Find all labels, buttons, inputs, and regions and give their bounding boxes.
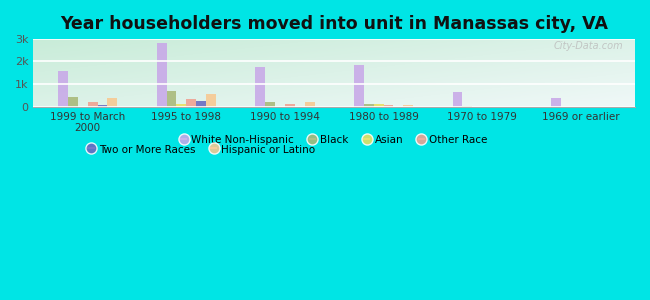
Bar — [166, 91, 176, 107]
Text: City-Data.com: City-Data.com — [553, 41, 623, 51]
Bar — [206, 94, 216, 107]
Bar — [98, 105, 107, 107]
Title: Year householders moved into unit in Manassas city, VA: Year householders moved into unit in Man… — [60, 15, 608, 33]
Bar — [187, 100, 196, 107]
Bar — [403, 105, 413, 107]
Bar — [265, 102, 275, 107]
Bar — [561, 106, 571, 107]
Bar — [58, 70, 68, 107]
Bar — [384, 105, 393, 107]
Bar — [157, 43, 166, 107]
Bar — [305, 102, 315, 107]
Bar — [462, 106, 473, 107]
Bar — [354, 65, 364, 107]
Bar — [452, 92, 462, 107]
Bar — [255, 67, 265, 107]
Bar — [196, 101, 206, 107]
Bar — [107, 98, 117, 107]
Bar — [374, 103, 383, 107]
Legend: Two or More Races, Hispanic or Latino: Two or More Races, Hispanic or Latino — [88, 144, 315, 154]
Bar — [551, 98, 561, 107]
Bar — [68, 97, 78, 107]
Bar — [364, 103, 374, 107]
Bar — [176, 103, 187, 107]
Bar — [88, 102, 97, 107]
Bar — [285, 103, 295, 107]
